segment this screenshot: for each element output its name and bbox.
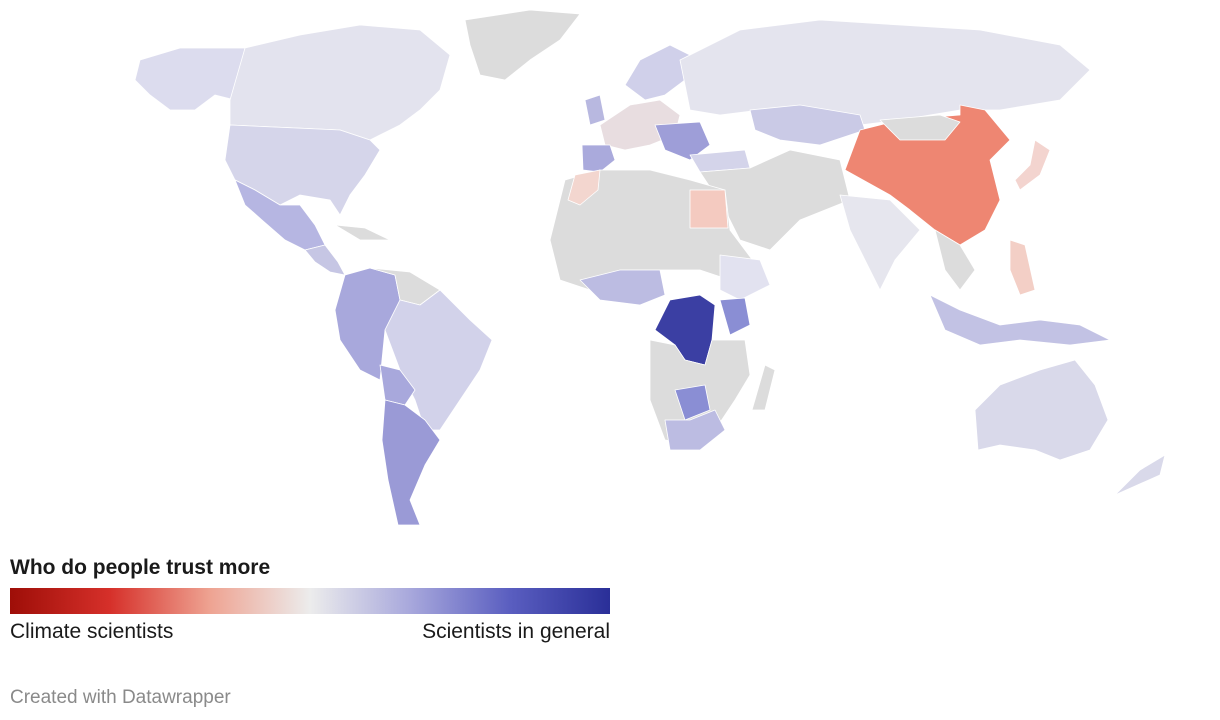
philippines — [1009, 239, 1036, 296]
legend-low-label: Climate scientists — [10, 620, 173, 643]
canada — [229, 24, 451, 141]
scandinavia — [624, 44, 691, 101]
se-asia — [934, 229, 976, 291]
world-map — [134, 9, 1166, 526]
madagascar — [751, 364, 776, 411]
morocco — [567, 169, 601, 206]
australia — [974, 359, 1109, 461]
west-africa — [579, 269, 666, 306]
credit: Created with Datawrapper — [10, 687, 231, 708]
bolivia — [379, 364, 416, 406]
iberia — [581, 144, 616, 173]
kenya — [719, 297, 751, 336]
russia — [679, 19, 1091, 126]
east-africa — [719, 254, 771, 301]
legend-gradient — [10, 588, 610, 614]
egypt — [689, 189, 729, 229]
south-africa — [664, 409, 726, 451]
china — [844, 104, 1011, 246]
japan — [1014, 139, 1051, 191]
uk-ireland — [584, 94, 606, 126]
argentina-chile — [381, 399, 441, 526]
alaska — [134, 47, 246, 111]
balkans — [654, 121, 711, 161]
caribbean — [334, 224, 391, 241]
legend-title: Who do people trust more — [10, 556, 270, 579]
zimbabwe-zambia — [674, 384, 711, 421]
kazakhstan — [749, 104, 866, 146]
indonesia — [929, 294, 1111, 346]
middle-east — [699, 149, 851, 251]
central-america — [304, 244, 346, 276]
mongolia — [879, 114, 961, 141]
greenland — [464, 9, 581, 81]
legend-high-label: Scientists in general — [422, 620, 610, 643]
new-zealand — [1114, 454, 1166, 496]
india — [839, 194, 921, 291]
